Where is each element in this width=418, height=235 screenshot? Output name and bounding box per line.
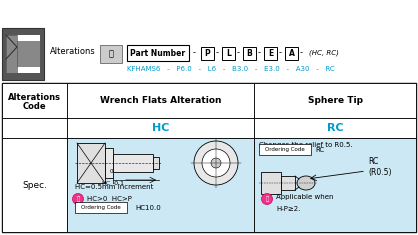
Text: -: - [278,48,281,58]
Bar [113,154,153,172]
Bar [6,35,17,73]
Bar [259,144,311,155]
Text: E: E [268,48,273,58]
Bar [67,83,254,118]
Circle shape [202,149,230,177]
Bar [127,45,189,61]
Text: Changes the relief to R0.5.: Changes the relief to R0.5. [259,142,353,148]
Text: Alterations: Alterations [8,93,61,102]
Text: (HC, RC): (HC, RC) [309,50,339,56]
Bar [2,28,44,80]
Text: Ordering Code: Ordering Code [265,147,305,152]
Bar [243,47,256,60]
Bar [264,47,277,60]
Text: Ordering Code: Ordering Code [81,205,121,210]
Text: KFHAMS6   -   P6.0   -   L6   -   B3.0   -   E3.0   -   A30   -   RC: KFHAMS6 - P6.0 - L6 - B3.0 - E3.0 - A30 … [127,66,335,72]
Text: A: A [288,48,294,58]
Text: Spec.: Spec. [22,180,47,189]
Text: -: - [237,48,240,58]
Text: HC10.0: HC10.0 [135,204,161,211]
Bar [75,202,127,213]
Text: -0.1: -0.1 [113,181,125,186]
Bar [100,45,122,63]
Text: -: - [193,48,196,58]
Bar [254,138,416,232]
Bar [2,138,67,232]
Text: 📷: 📷 [109,50,114,59]
Bar [67,118,254,138]
Bar [6,35,17,73]
Circle shape [72,193,84,204]
Text: -: - [257,48,260,58]
Text: H-P≥2.: H-P≥2. [276,206,301,212]
Bar [261,172,281,194]
Text: HC: HC [152,123,169,133]
Text: Alterations: Alterations [50,47,96,56]
Bar [2,118,67,138]
Text: HC=0.5mm Increment: HC=0.5mm Increment [75,184,153,190]
Text: RC: RC [327,123,343,133]
Text: HC>0  HC>P: HC>0 HC>P [87,196,132,202]
Text: 0: 0 [109,169,113,174]
Bar [201,47,214,60]
Text: RC
(R0.5): RC (R0.5) [368,157,392,177]
Text: -: - [300,48,303,58]
Text: RC: RC [315,146,324,153]
Bar [254,118,416,138]
Text: HC: HC [102,181,111,186]
Text: 🔧: 🔧 [76,196,79,202]
Text: Part Number: Part Number [130,48,186,58]
Text: B: B [247,48,252,58]
Text: Applicable when: Applicable when [276,194,334,200]
Bar [285,47,298,60]
Bar [105,148,113,178]
Bar [222,47,235,60]
Text: Sphere Tip: Sphere Tip [308,96,362,105]
Bar [2,83,416,232]
Circle shape [262,193,273,204]
Text: -: - [216,48,219,58]
Bar [2,83,67,118]
Text: Wrench Flats Alteration: Wrench Flats Alteration [100,96,221,105]
Text: P: P [205,48,210,58]
Circle shape [194,141,238,185]
Ellipse shape [297,176,315,190]
Text: 🔧: 🔧 [265,196,269,202]
Bar [77,143,105,183]
Bar [17,41,40,67]
Bar [6,35,40,73]
Bar [67,138,254,232]
Text: Code: Code [23,102,46,111]
Bar [254,83,416,118]
Bar [281,176,295,190]
Bar [153,157,159,169]
Circle shape [211,158,221,168]
Text: L: L [226,48,231,58]
